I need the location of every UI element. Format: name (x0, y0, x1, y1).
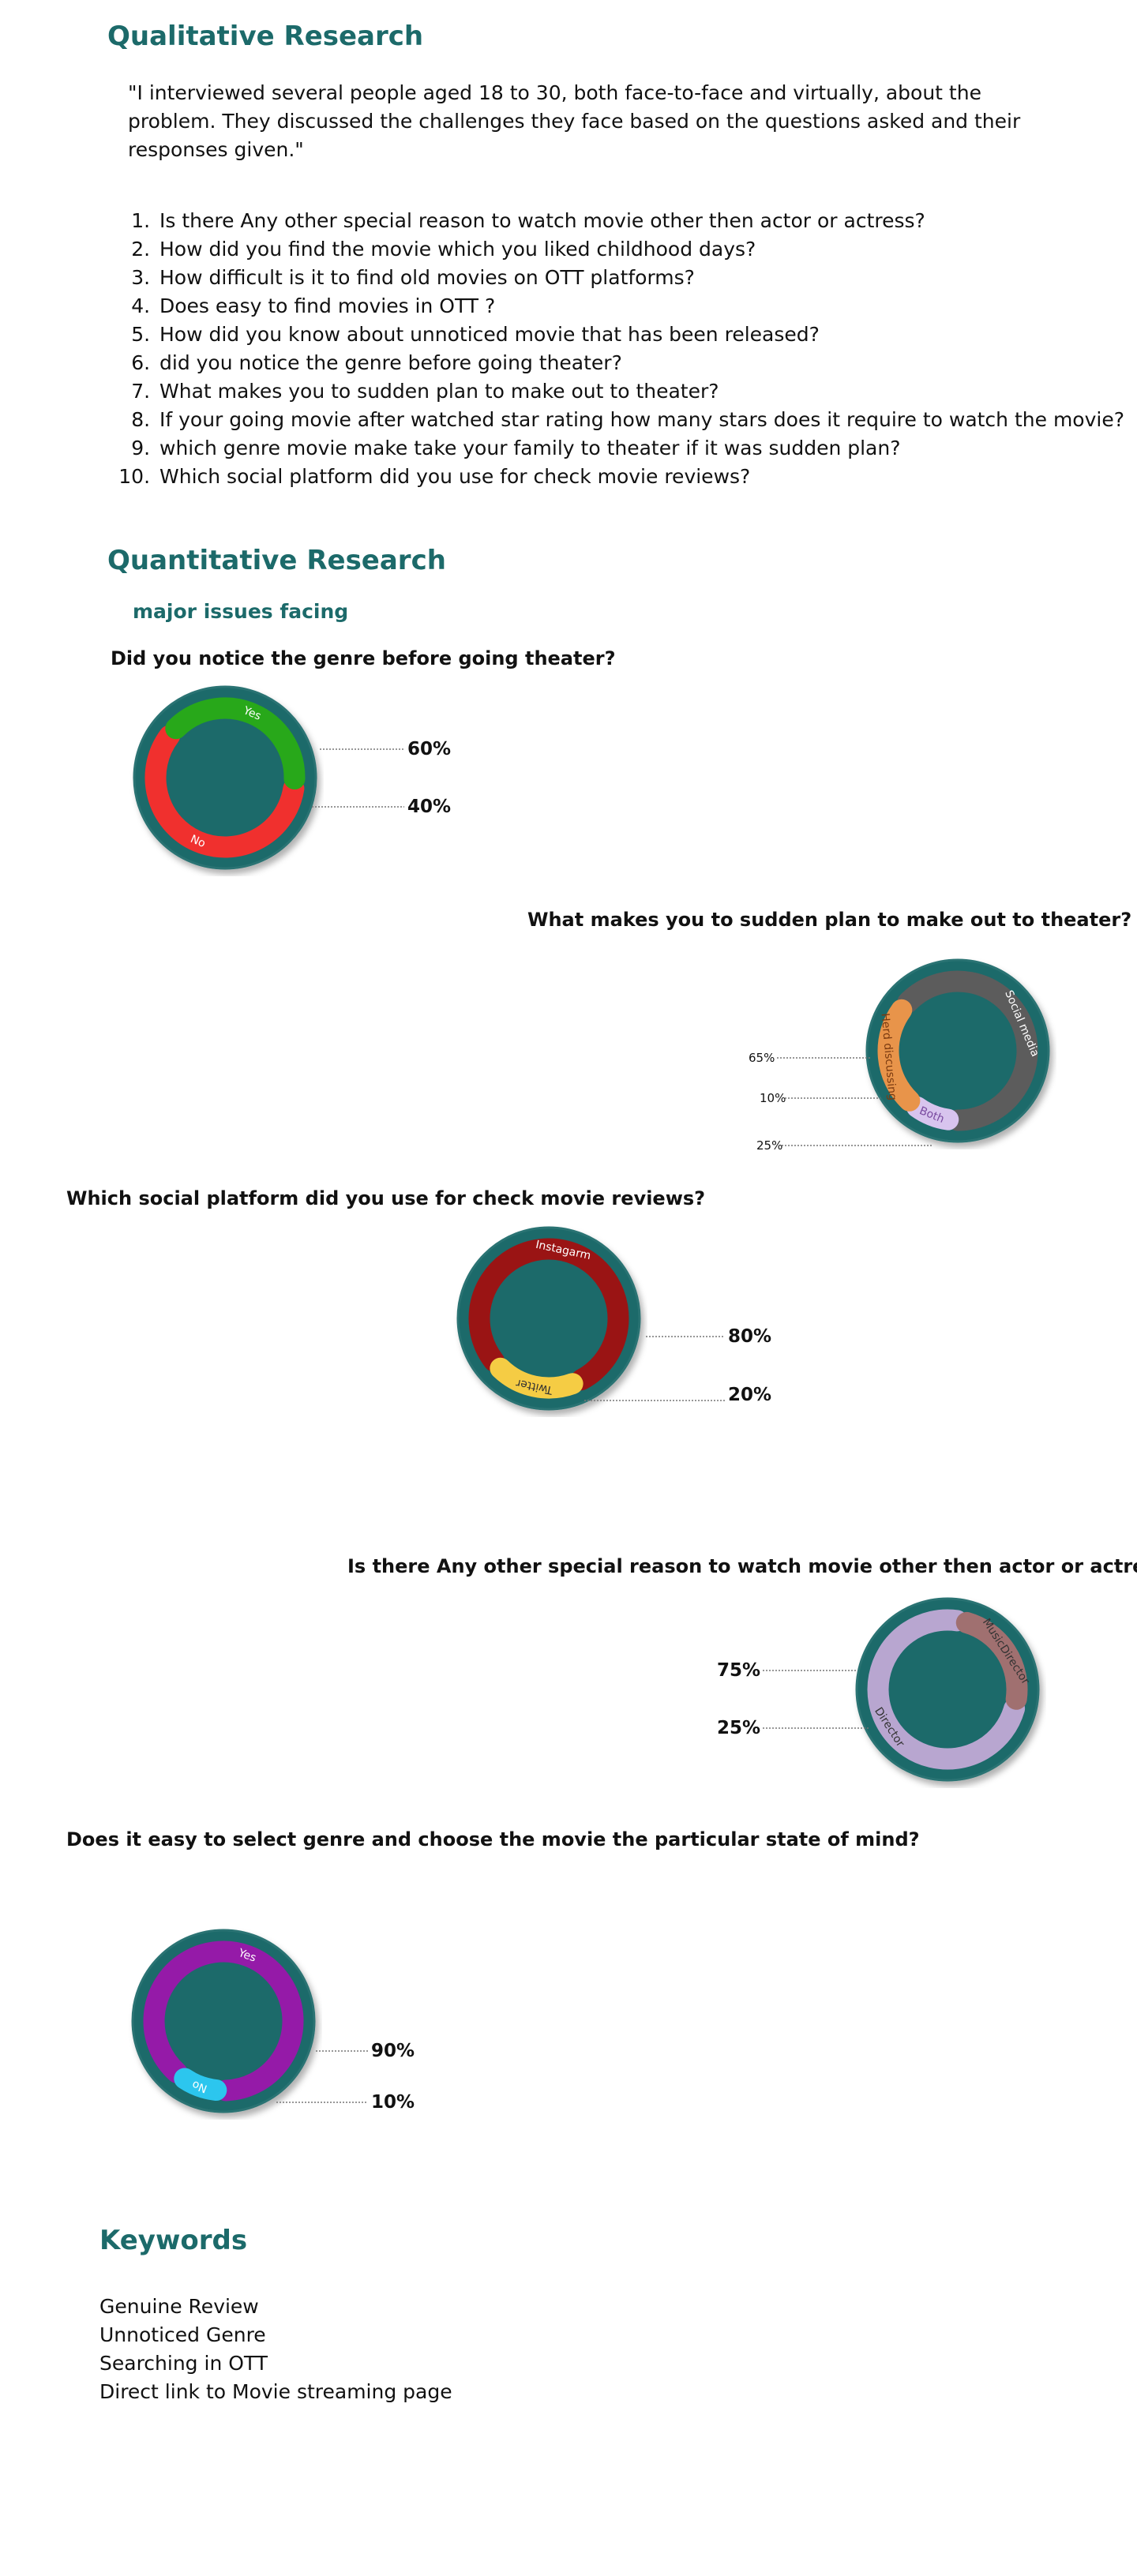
donut-slice (165, 697, 306, 790)
donut-slice-label: No (189, 833, 208, 850)
question-item: If your going movie after watched star r… (156, 406, 1137, 434)
donut-slice-label: Yes (236, 1947, 258, 1965)
donut-slice (867, 1609, 1026, 1770)
interview-quote: "I interviewed several people aged 18 to… (128, 81, 1021, 161)
chart1-title: Did you notice the genre before going th… (111, 647, 616, 669)
chart2-value-both: 10% (760, 1091, 786, 1105)
chart4-value-music: 25% (717, 1718, 761, 1738)
qualitative-title: Qualitative Research (107, 21, 424, 52)
chart2-value-herd: 25% (756, 1138, 783, 1153)
donut-slice-label: No (190, 2078, 208, 2095)
question-item: Does easy to find movies in OTT ? (156, 292, 1137, 321)
question-item: What makes you to sudden plan to make ou… (156, 377, 1137, 406)
donut-slice (897, 970, 1038, 1131)
question-item: did you notice the genre before going th… (156, 349, 1137, 377)
chart3-title: Which social platform did you use for ch… (66, 1187, 706, 1209)
donut-slice (144, 725, 305, 858)
chart4-value-director: 75% (717, 1660, 761, 1681)
quantitative-title: Quantitative Research (107, 545, 446, 576)
chart1-value-yes: 40% (407, 797, 452, 817)
question-list: Is there Any other special reason to wat… (107, 207, 1137, 491)
chart4-title: Is there Any other special reason to wat… (347, 1555, 1137, 1577)
keyword-list: Genuine Review Unnoticed Genre Searching… (99, 2293, 452, 2406)
donut-slice (490, 1357, 584, 1399)
question-item: How did you know about unnoticed movie t… (156, 321, 1137, 349)
quantitative-subtitle: major issues facing (133, 600, 349, 623)
keywords-title: Keywords (99, 2225, 248, 2256)
question-item: How difficult is it to find old movies o… (156, 264, 1137, 292)
keyword-item: Unnoticed Genre (99, 2323, 266, 2346)
question-item: which genre movie make take your family … (156, 434, 1137, 463)
chart5-value-no: 10% (371, 2092, 415, 2113)
chart2-title: What makes you to sudden plan to make ou… (527, 909, 1132, 931)
question-item: Is there Any other special reason to wat… (156, 207, 1137, 235)
chart5-title: Does it easy to select genre and choose … (66, 1828, 920, 1850)
chart3-value-instagram: 80% (728, 1326, 772, 1347)
donut-slice (906, 1096, 959, 1131)
keyword-item: Searching in OTT (99, 2352, 268, 2375)
donut-slice (468, 1238, 629, 1391)
donut-slice (143, 1940, 304, 2102)
keyword-item: Genuine Review (99, 2295, 259, 2318)
chart2-value-social: 65% (749, 1051, 775, 1065)
question-item: Which social platform did you use for ch… (156, 463, 1137, 491)
keyword-item: Direct link to Movie streaming page (99, 2380, 452, 2403)
question-item: How did you find the movie which you lik… (156, 235, 1137, 264)
donut-slice (174, 2068, 227, 2102)
chart3-value-twitter: 20% (728, 1385, 772, 1405)
donut-slice (877, 999, 921, 1112)
chart5-value-yes: 90% (371, 2041, 415, 2061)
chart5-donut: Yes No (131, 1929, 316, 2113)
donut-slice (955, 1611, 1028, 1710)
chart1-value-no: 60% (407, 739, 452, 759)
